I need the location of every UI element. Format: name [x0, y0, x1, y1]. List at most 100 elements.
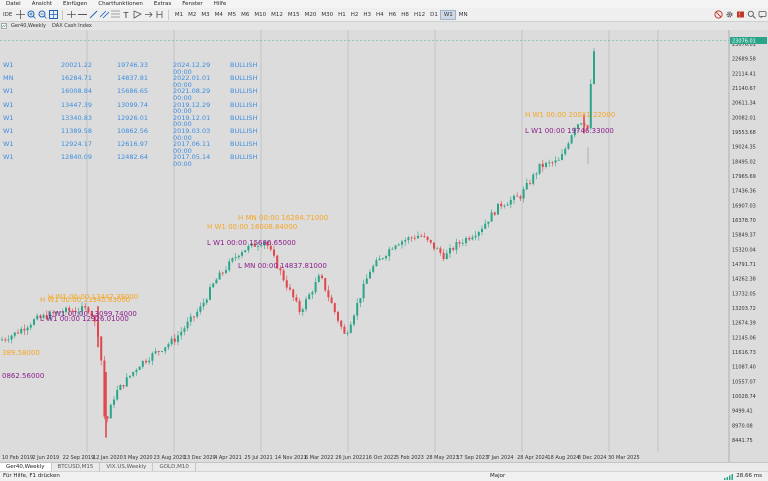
tab-gold-m10[interactable]: GOLD,M10 — [153, 463, 196, 472]
level-label-low: L W1 00:00 13099.74000 — [48, 310, 137, 318]
candle-body — [381, 258, 384, 260]
time-axis-label: 13 Dec 2020 — [184, 455, 216, 461]
menu-ansicht[interactable]: Ansicht — [31, 1, 52, 7]
candle-body — [135, 369, 138, 372]
candle-body — [119, 384, 122, 391]
search-icon[interactable] — [746, 9, 757, 20]
info-timeframe: W1 — [3, 87, 14, 96]
info-row: W1 13340.83 12926.01 2019.12.01 00:00 BULLIS… — [3, 114, 257, 128]
price-axis-label: 17436.36 — [732, 189, 756, 195]
account-icon[interactable]: ! — [735, 9, 746, 20]
candle-body — [231, 258, 234, 262]
zoom-in-icon[interactable] — [26, 9, 37, 20]
info-row: W1 11389.58 10862.56 2019.03.03 00:00 BULLIS… — [3, 128, 257, 141]
menu-datei[interactable]: Datei — [6, 1, 21, 7]
timeframe-m12[interactable]: M12 — [271, 11, 283, 18]
timeframe-m15[interactable]: M15 — [287, 11, 300, 18]
candle-body — [461, 243, 464, 244]
candle-body — [369, 271, 371, 279]
candle-body — [228, 261, 231, 271]
crosshair-icon[interactable] — [15, 9, 26, 20]
channel-tool-icon[interactable] — [99, 9, 110, 20]
ide-button[interactable]: IDE — [3, 11, 13, 18]
timeframe-m10[interactable]: M10 — [254, 11, 267, 18]
plot-area[interactable] — [0, 30, 729, 462]
chat-icon[interactable] — [757, 9, 768, 20]
candle-body — [26, 327, 29, 331]
timeframe-m1[interactable]: M1 — [174, 11, 184, 18]
info-high: 12924.17 — [61, 140, 93, 149]
timeframe-h12[interactable]: H12 — [413, 11, 426, 18]
shapes-tool-icon[interactable] — [132, 9, 143, 20]
trendline-tool-icon[interactable] — [88, 9, 99, 20]
period-separator-icon[interactable] — [154, 9, 165, 20]
candle-body — [410, 237, 413, 239]
time-axis-label: 14 Nov 2021 — [275, 455, 307, 461]
vertical-line-tool-icon[interactable] — [66, 9, 77, 20]
candle-body — [375, 260, 378, 267]
menu-einfuegen[interactable]: Einfügen — [63, 1, 88, 7]
menu-chartfunktionen[interactable]: Chartfunktionen — [98, 1, 143, 7]
info-low: 19746.33 — [117, 61, 149, 69]
candle-body — [116, 390, 119, 400]
info-signal: BULLISH — [230, 74, 258, 83]
timeframe-m4[interactable]: M4 — [214, 11, 223, 18]
candle-body — [33, 319, 35, 325]
candle-body — [145, 360, 147, 363]
horizontal-line-tool-icon[interactable] — [77, 9, 88, 20]
time-axis-label: 3 May 2020 — [123, 455, 152, 461]
candle-body — [106, 416, 109, 419]
price-chart[interactable]: 23076.01 22689.58 22114.41 21140.67 20611.34… — [0, 30, 768, 462]
menu-extras[interactable]: Extras — [153, 1, 172, 7]
timeframe-h8[interactable]: H8 — [401, 11, 409, 18]
timeframe-h1[interactable]: H1 — [338, 11, 346, 18]
candle-body — [561, 154, 563, 160]
tab-ger40-weekly[interactable]: Ger40,Weekly — [0, 463, 52, 472]
gear-icon[interactable] — [724, 9, 735, 20]
candlestick-chart-svg[interactable]: 23076.01 22689.58 22114.41 21140.67 20611.34… — [0, 30, 768, 462]
timeframe-w1[interactable]: W1 — [440, 9, 457, 20]
tab-vix-weekly[interactable]: VIX.US,Weekly — [100, 463, 154, 472]
candle-body — [589, 83, 592, 129]
tab-btcusd-m15[interactable]: BTCUSD,M15 — [52, 463, 101, 472]
timeframe-h4[interactable]: H4 — [376, 11, 384, 18]
candle-body — [49, 312, 51, 319]
candle-body — [314, 282, 317, 293]
price-axis-panel[interactable] — [729, 30, 768, 462]
zoom-out-icon[interactable] — [37, 9, 48, 20]
info-high: 16008.84 — [61, 87, 93, 96]
candle-body — [317, 275, 320, 283]
timeframe-h3[interactable]: H3 — [363, 11, 372, 18]
time-axis-label: 23 Aug 2020 — [154, 455, 186, 461]
timeframe-d1[interactable]: D1 — [430, 11, 438, 18]
arrow-tool-icon[interactable] — [143, 9, 154, 20]
candle-body — [81, 306, 83, 312]
time-axis-label: 28 May 2023 — [426, 455, 459, 461]
timeframe-m20[interactable]: M20 — [304, 11, 317, 18]
timeframe-m5[interactable]: M5 — [227, 11, 237, 18]
candle-body — [202, 302, 205, 307]
timeframe-m2[interactable]: M2 — [188, 11, 197, 18]
timeframe-mn[interactable]: MN — [458, 11, 468, 18]
timeframe-m3[interactable]: M3 — [201, 11, 210, 18]
candle-body — [39, 315, 42, 318]
candle-body — [580, 123, 583, 125]
timeframe-h2[interactable]: H2 — [350, 11, 359, 18]
menu-hilfe[interactable]: Hilfe — [213, 1, 227, 7]
status-profile: Major — [490, 473, 506, 479]
timeframe-m6[interactable]: M6 — [241, 11, 250, 18]
menu-fenster[interactable]: Fenster — [182, 1, 203, 7]
timeframe-h6[interactable]: H6 — [388, 11, 397, 18]
candle-body — [557, 159, 560, 161]
candle-body — [564, 148, 567, 155]
grid-icon[interactable] — [48, 9, 59, 20]
price-axis-label: 17965.69 — [732, 174, 756, 180]
text-tool-icon[interactable]: T — [121, 9, 132, 20]
candle-body — [122, 384, 125, 387]
candle-body — [157, 351, 160, 352]
fibonacci-tool-icon[interactable] — [110, 9, 121, 20]
no-entry-icon[interactable] — [713, 9, 724, 20]
info-date: 2024.12.29 00:00 — [173, 61, 211, 76]
candle-body — [205, 299, 208, 303]
timeframe-m30[interactable]: M30 — [321, 11, 334, 18]
